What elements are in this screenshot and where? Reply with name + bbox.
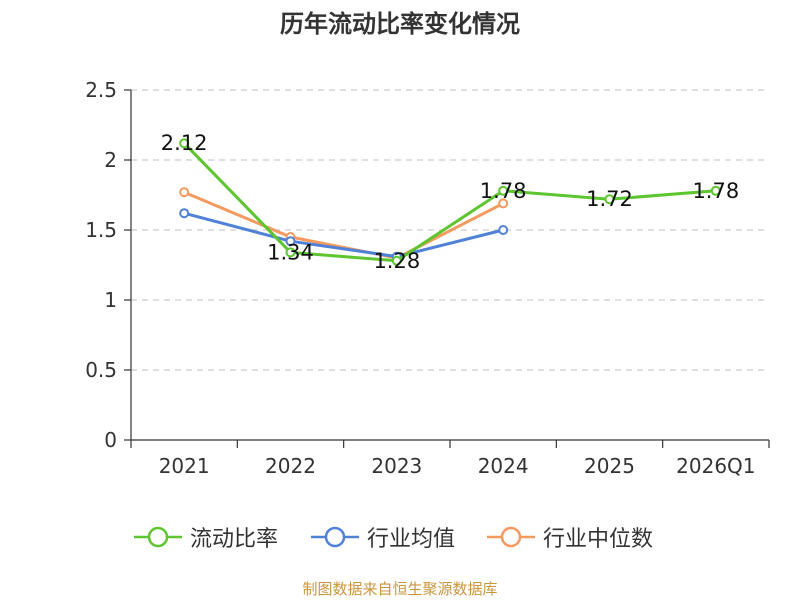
y-tick-label: 1.5 xyxy=(85,218,117,242)
legend-label: 行业均值 xyxy=(367,527,456,552)
y-tick-label: 0 xyxy=(104,428,117,452)
data-label: 1.78 xyxy=(480,179,527,203)
x-tick-label: 2024 xyxy=(478,454,529,478)
data-point-1 xyxy=(179,208,190,219)
legend-circle xyxy=(324,526,346,548)
data-point-0 xyxy=(710,185,721,196)
data-label: 1.78 xyxy=(692,179,739,203)
x-tick-label: 2026Q1 xyxy=(676,454,755,478)
data-point-1 xyxy=(285,236,296,247)
x-tick-label: 2025 xyxy=(584,454,635,478)
x-tick-label: 2022 xyxy=(265,454,316,478)
legend-label: 行业中位数 xyxy=(543,527,654,552)
series-line-0 xyxy=(183,142,716,263)
series-lines xyxy=(179,138,721,266)
chart-title: 历年流动比率变化情况 xyxy=(280,10,520,38)
legend-marker-icon xyxy=(311,526,359,548)
legend-label: 流动比率 xyxy=(190,527,279,552)
data-point-0 xyxy=(604,194,615,205)
data-point-1 xyxy=(498,225,509,235)
series-line-1 xyxy=(183,211,504,259)
data-point-0 xyxy=(179,138,190,149)
legend: 流动比率 行业均值 行业中位数 xyxy=(0,520,800,554)
y-tick-label: 2 xyxy=(104,148,117,172)
data-point-0 xyxy=(391,255,402,266)
data-point-2 xyxy=(498,198,509,209)
data-label: 1.72 xyxy=(586,187,633,211)
data-point-0 xyxy=(498,185,509,196)
data-point-2 xyxy=(179,187,190,198)
x-tick-label: 2023 xyxy=(371,454,422,478)
data-point-0 xyxy=(285,247,296,258)
data-label: 1.28 xyxy=(373,249,420,273)
source-note: 制图数据来自恒生聚源数据库 xyxy=(302,580,498,598)
y-tick-label: 0.5 xyxy=(85,358,117,382)
legend-circle xyxy=(147,526,169,548)
axes: 0 0.5 1 1.5 2 2.5 2021 2022 2023 2024 2025 2026Q1 xyxy=(85,78,770,478)
data-label: 1.34 xyxy=(267,240,314,264)
legend-item-current-ratio[interactable]: 流动比率 xyxy=(134,520,278,554)
legend-circle xyxy=(500,526,522,548)
x-tick-label: 2021 xyxy=(159,454,210,478)
legend-marker-icon xyxy=(134,526,182,548)
data-labels: 2.12 1.34 1.28 1.78 1.72 1.78 xyxy=(161,131,739,273)
legend-item-industry-mean[interactable]: 行业均值 xyxy=(311,520,455,554)
data-label: 2.12 xyxy=(161,131,208,155)
legend-marker-icon xyxy=(487,526,535,548)
y-tick-label: 2.5 xyxy=(85,78,117,102)
legend-item-industry-median[interactable]: 行业中位数 xyxy=(487,520,653,554)
y-tick-label: 1 xyxy=(104,288,117,312)
